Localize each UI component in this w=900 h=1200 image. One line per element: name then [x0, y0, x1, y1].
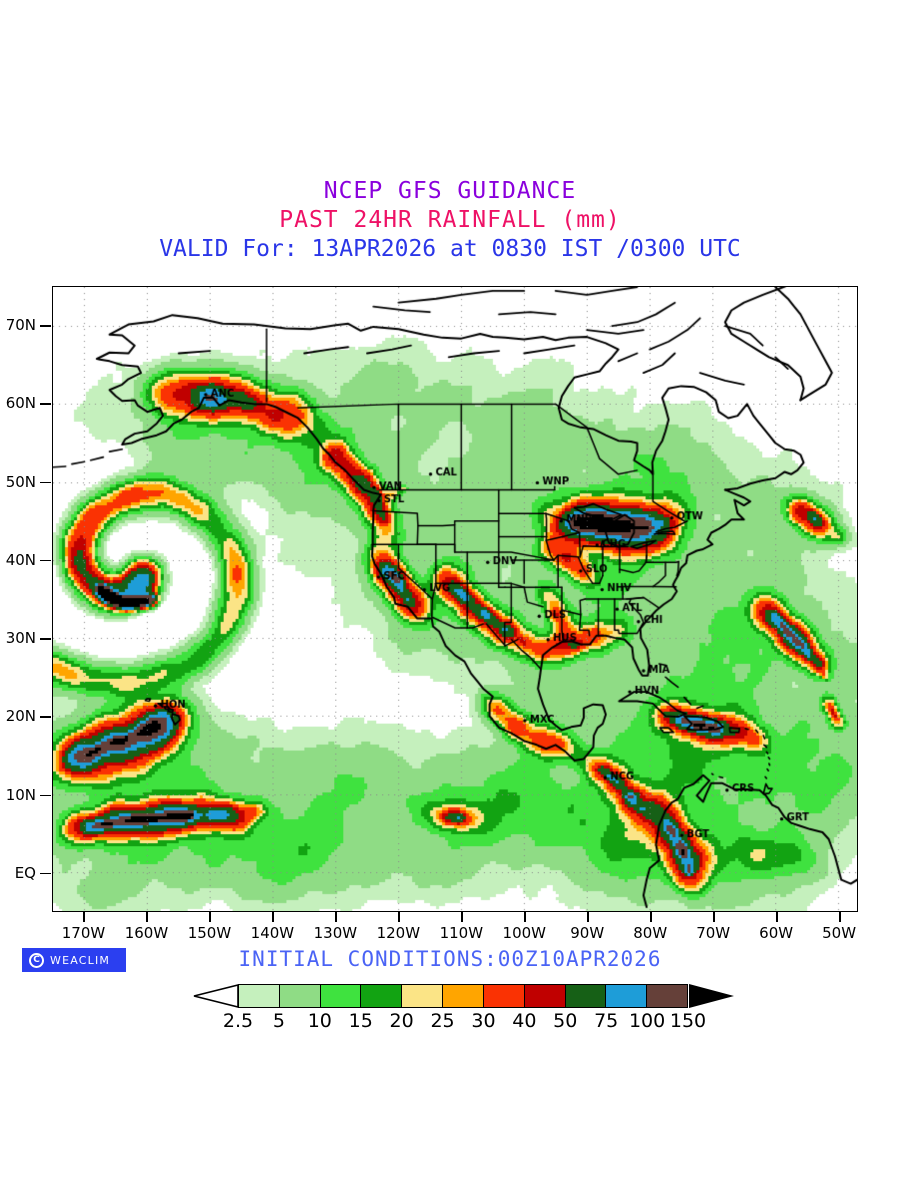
valid-time: VALID For: 13APR2026 at 0830 IST /0300 U… — [159, 236, 741, 262]
product-name: PAST 24HR RAINFALL (mm) — [279, 207, 621, 233]
lon-tick — [650, 912, 652, 922]
lat-label: 40N — [5, 550, 36, 569]
colorbar-tick: 50 — [553, 1010, 578, 1032]
lon-label: 120W — [376, 924, 421, 942]
lat-tick — [40, 638, 51, 640]
lon-label: 160W — [124, 924, 169, 942]
lon-label: 80W — [633, 924, 668, 942]
model-name: NCEP GFS GUIDANCE — [323, 178, 577, 204]
colorbar-swatch — [443, 985, 484, 1007]
lon-tick — [272, 912, 274, 922]
lon-label: 100W — [502, 924, 546, 942]
lon-tick — [146, 912, 148, 922]
lon-tick — [83, 912, 85, 922]
lat-tick — [40, 403, 51, 405]
rainfall-raster — [53, 287, 857, 911]
lon-label: 70W — [696, 924, 731, 942]
lat-tick — [40, 794, 51, 797]
lon-tick — [398, 912, 400, 922]
colorbar-swatch — [402, 985, 444, 1007]
colorbar-tick: 5 — [272, 1010, 285, 1032]
lat-tick — [40, 559, 51, 562]
colorbar-tick: 20 — [389, 1010, 414, 1032]
lon-tick — [209, 912, 211, 922]
colorbar-swatches — [238, 984, 688, 1008]
lon-tick — [461, 912, 463, 922]
colorbar-swatch — [361, 985, 403, 1007]
weaclim-logo[interactable]: C WEACLIM — [22, 948, 126, 972]
colorbar-swatch — [647, 985, 687, 1007]
lat-label: 70N — [5, 316, 36, 335]
colorbar-tick: 10 — [307, 1010, 332, 1032]
colorbar-tick: 150 — [669, 1010, 707, 1032]
copyright-icon: C — [29, 952, 44, 968]
colorbar-tick: 40 — [512, 1010, 537, 1032]
colorbar-under-arrow — [193, 983, 239, 1009]
lat-label: 10N — [5, 785, 36, 804]
colorbar-swatch — [524, 985, 566, 1007]
map-plot-area[interactable] — [52, 286, 858, 912]
colorbar: 2.5 5 10 15 20 25 30 40 50 75 100 150 — [193, 983, 734, 1032]
colorbar-swatch — [320, 985, 362, 1007]
colorbar-swatch — [565, 985, 607, 1007]
lon-tick — [524, 912, 526, 922]
colorbar-swatch — [483, 985, 525, 1007]
colorbar-tick: 2.5 — [222, 1010, 254, 1032]
lon-label: 140W — [250, 924, 295, 942]
lon-tick — [776, 912, 778, 922]
lat-label: 60N — [5, 394, 36, 413]
colorbar-over-arrow — [689, 984, 734, 1008]
lat-tick — [40, 325, 51, 327]
lat-tick — [40, 481, 51, 484]
lon-tick — [335, 912, 337, 922]
colorbar-tick: 15 — [348, 1010, 373, 1032]
lat-label: 20N — [5, 707, 36, 726]
colorbar-swatch — [239, 985, 280, 1007]
lat-label: EQ — [14, 863, 36, 882]
lon-label: 60W — [759, 924, 794, 942]
lon-label: 170W — [61, 924, 106, 942]
lon-label: 150W — [187, 924, 232, 942]
lon-tick — [713, 912, 715, 922]
lon-tick — [839, 912, 841, 922]
lat-label: 50N — [5, 472, 36, 491]
logo-label: WEACLIM — [50, 953, 111, 967]
lon-label: 90W — [570, 924, 605, 942]
lon-label: 110W — [439, 924, 484, 942]
title-block: NCEP GFS GUIDANCE PAST 24HR RAINFALL (mm… — [0, 178, 900, 262]
colorbar-tick: 75 — [594, 1010, 619, 1032]
lon-tick — [587, 912, 589, 922]
lat-tick — [40, 716, 51, 718]
colorbar-tick: 30 — [471, 1010, 496, 1032]
colorbar-swatch — [279, 985, 321, 1007]
initial-conditions-label: INITIAL CONDITIONS:00Z10APR2026 — [238, 947, 662, 971]
lon-label: 130W — [313, 924, 358, 942]
lat-tick — [40, 872, 51, 875]
lat-label: 30N — [5, 629, 36, 648]
colorbar-tick: 25 — [430, 1010, 455, 1032]
colorbar-tick: 100 — [628, 1010, 666, 1032]
lon-label: 50W — [822, 924, 857, 942]
colorbar-swatch — [606, 985, 648, 1007]
